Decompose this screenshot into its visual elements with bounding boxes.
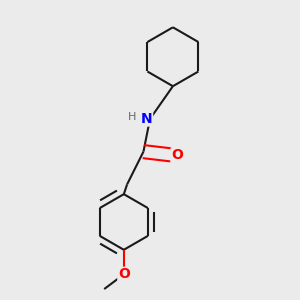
Text: O: O bbox=[118, 267, 130, 281]
Text: O: O bbox=[171, 148, 183, 162]
Text: N: N bbox=[141, 112, 152, 126]
Text: H: H bbox=[128, 112, 136, 122]
